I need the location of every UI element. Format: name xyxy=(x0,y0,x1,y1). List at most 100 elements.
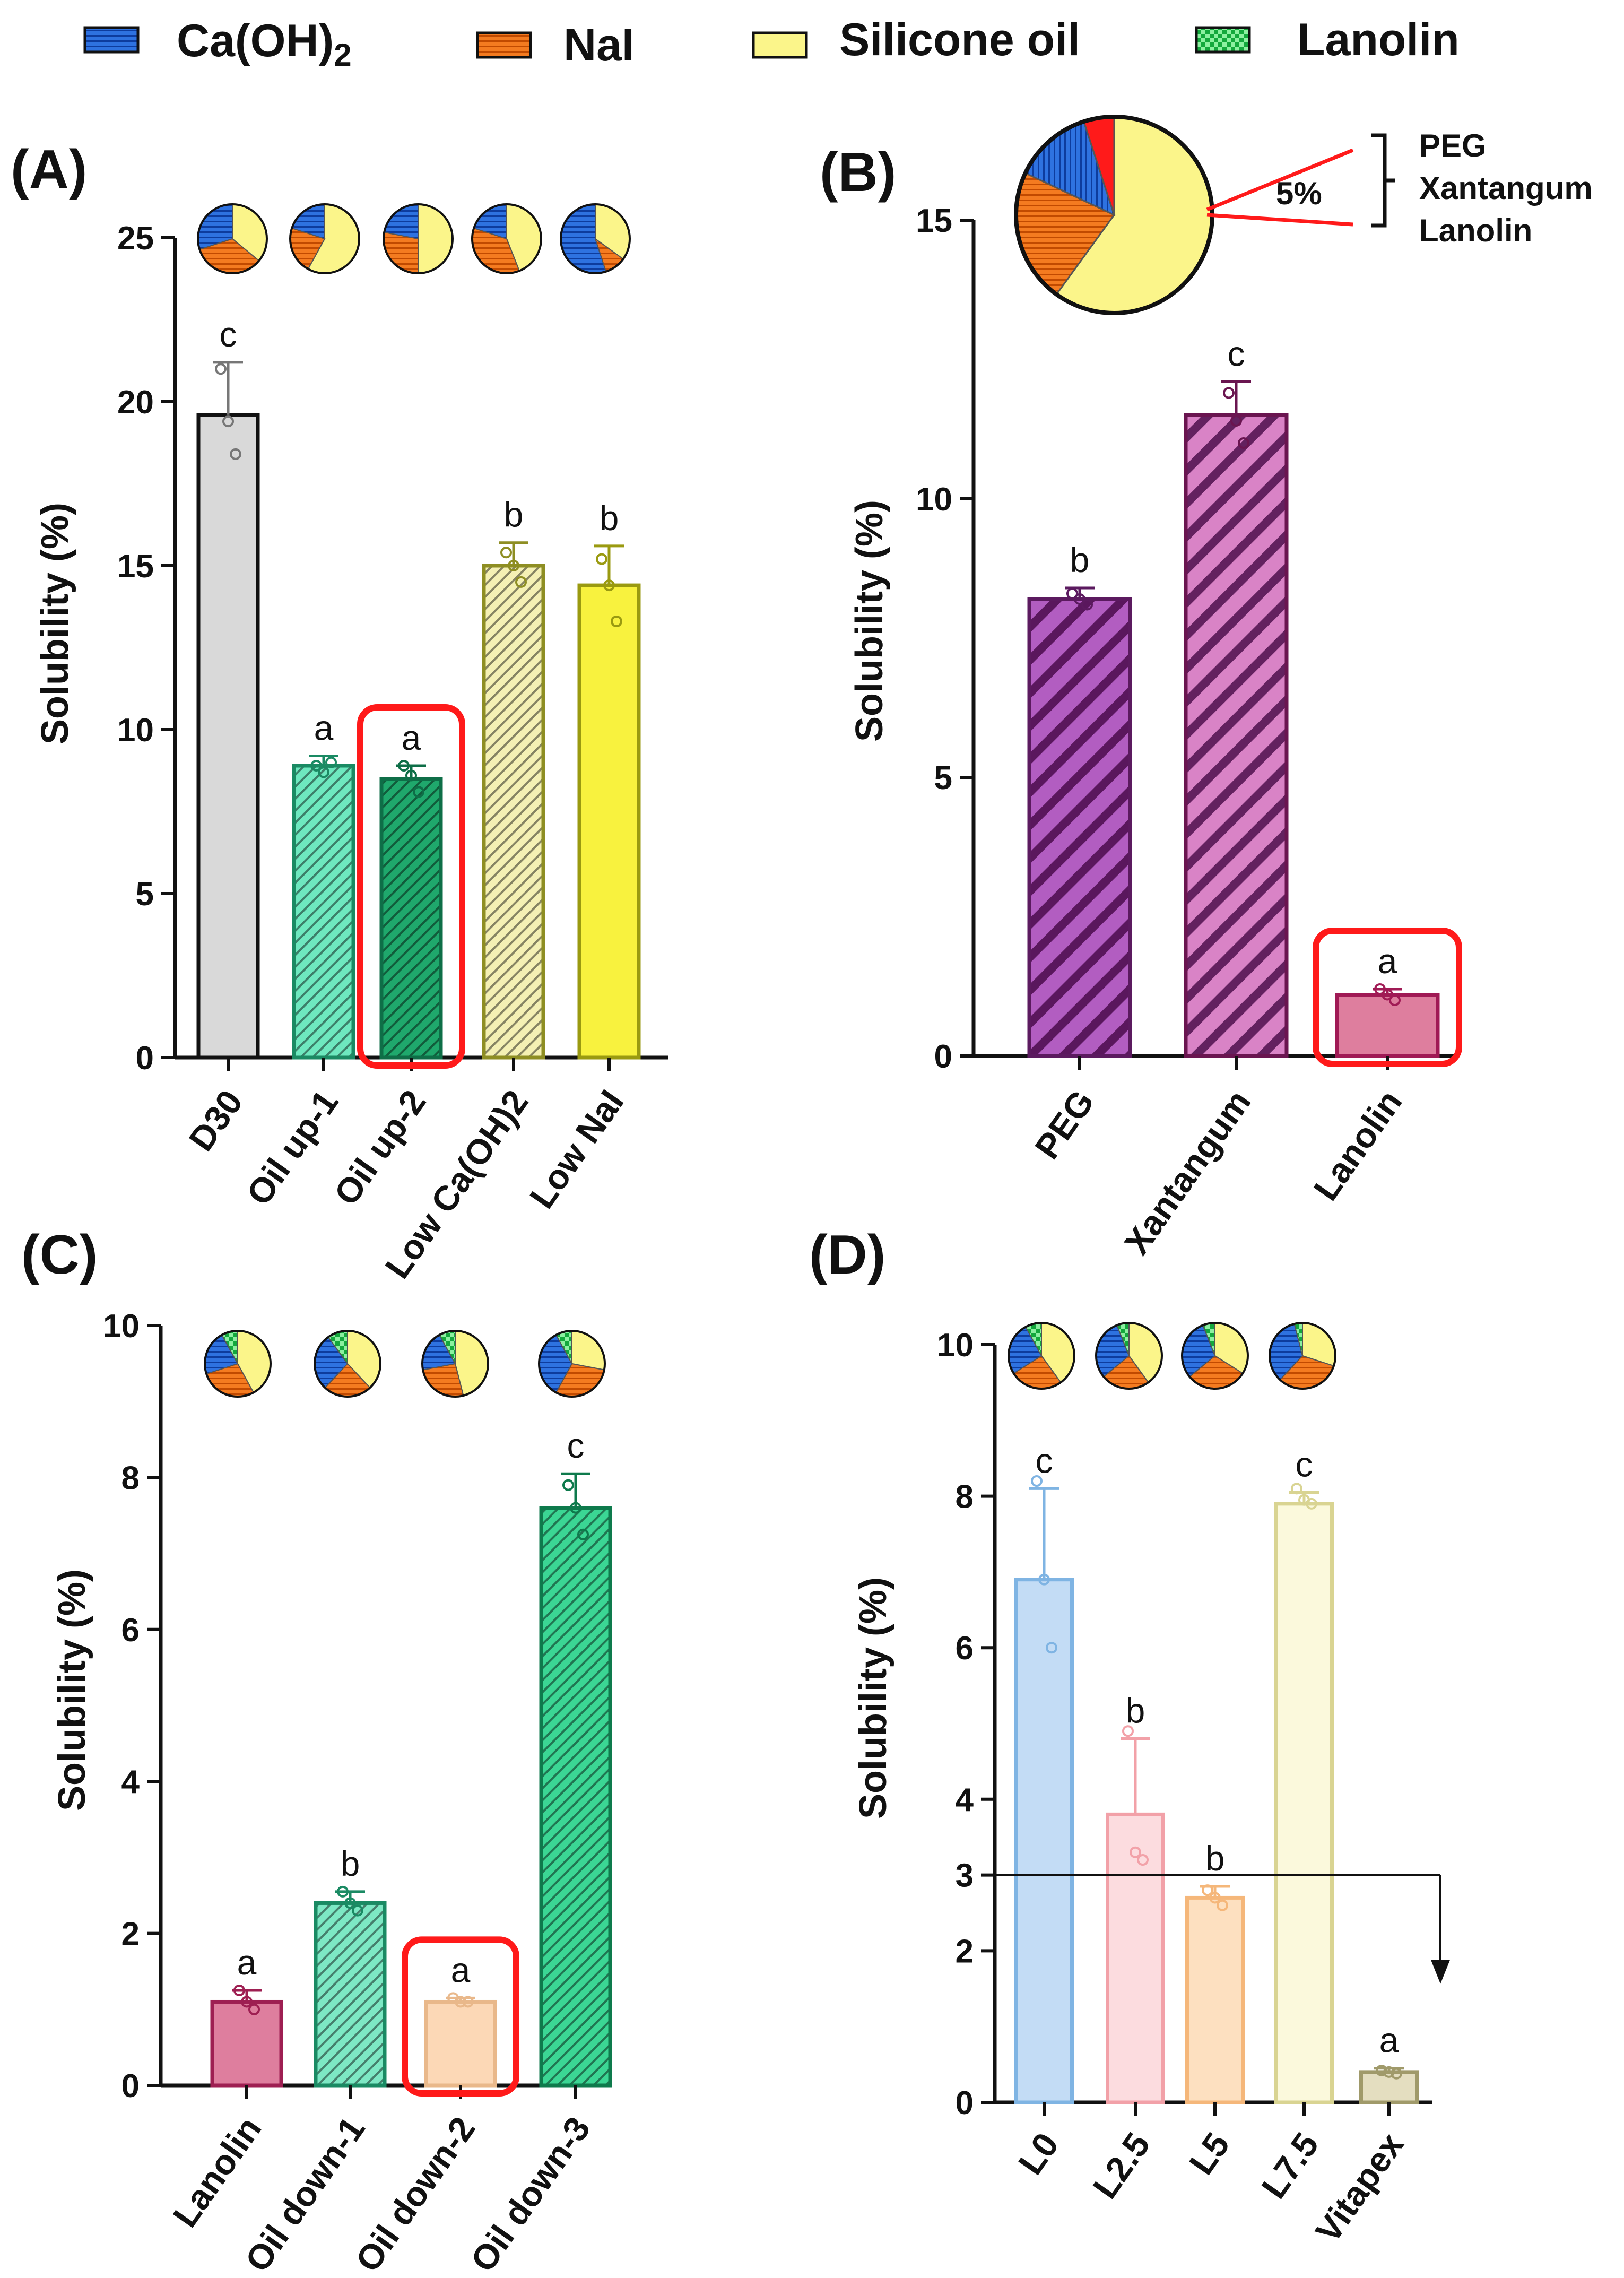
inset-pie-4-outline xyxy=(538,1330,606,1398)
category-label: Lanolin xyxy=(1306,1083,1409,1208)
significance-label: c xyxy=(220,315,237,354)
bracket-item-lanolin: Lanolin xyxy=(1419,213,1532,248)
bar-hatch-overlay xyxy=(314,1901,387,2088)
bracket-item-xantangum: Xantangum xyxy=(1419,170,1593,206)
y-tick-label: 8 xyxy=(121,1460,140,1496)
panel-label-a: (A) xyxy=(11,139,87,201)
data-point xyxy=(241,1996,253,2008)
legend-label-ca-oh2: Ca(OH)2 xyxy=(177,15,352,73)
y-tick-label: 0 xyxy=(121,2068,140,2104)
y-tick-label: 10 xyxy=(916,481,952,518)
panel-label-c: (C) xyxy=(21,1224,98,1286)
data-point xyxy=(352,1904,363,1917)
inset-pie-2-outline xyxy=(1095,1322,1163,1390)
bar-l2-5 xyxy=(1106,1812,1165,2104)
highlight-box xyxy=(402,1936,519,2097)
inset-pie-2 xyxy=(1095,1322,1163,1390)
y-tick-label: 20 xyxy=(117,384,154,421)
data-point xyxy=(1130,1846,1141,1858)
data-point xyxy=(1046,1642,1057,1654)
data-point xyxy=(318,766,329,778)
bar-lanolin xyxy=(210,1999,283,2088)
y-tick-label: 4 xyxy=(121,1764,140,1800)
y-axis-title-b: Solubility (%) xyxy=(848,500,891,742)
pie-percent-label: 5% xyxy=(1276,176,1322,211)
bar-hatch-overlay xyxy=(1027,597,1132,1058)
bar-hatch-overlay xyxy=(1184,413,1289,1058)
data-point xyxy=(1306,1497,1317,1510)
pie-callout-line-upper xyxy=(1206,148,1354,212)
significance-label: a xyxy=(314,708,334,747)
category-label: L5 xyxy=(1182,2126,1237,2182)
legend-item-nai: NaI xyxy=(476,20,635,71)
inset-pie-1 xyxy=(204,1330,272,1398)
significance-label: a xyxy=(237,1943,257,1982)
data-point xyxy=(515,576,527,588)
inset-pie-3-outline xyxy=(383,203,454,274)
inset-pie-1-outline xyxy=(204,1330,272,1398)
legend: Ca(OH)2 NaI Silicone oil Lanolin xyxy=(83,14,1460,73)
inset-pie-1 xyxy=(197,203,268,274)
bar-l0 xyxy=(1014,1578,1074,2104)
data-point xyxy=(562,1479,574,1491)
data-point xyxy=(233,1985,245,1996)
data-point xyxy=(215,363,227,375)
inset-pie-4-slice-silicone-oil xyxy=(571,1330,605,1371)
significance-label: b xyxy=(1070,540,1090,579)
inset-pie-1 xyxy=(1008,1322,1075,1390)
category-label: Low NaI xyxy=(522,1083,631,1216)
y-axis-title-a: Solubility (%) xyxy=(34,503,76,744)
inset-pie-3 xyxy=(1181,1322,1249,1390)
category-label: PEG xyxy=(1027,1083,1102,1166)
chart-panel-d: 0 2 3 4 6 8 10 c L0 b L2.5 b L5 c L7.5 a Vitapex xyxy=(937,1322,1450,2249)
bracket-icon xyxy=(1371,133,1395,228)
bar-oil-down-2 xyxy=(424,1999,497,2088)
significance-label: c xyxy=(1228,334,1245,374)
significance-label: b xyxy=(1126,1691,1145,1730)
inset-pie-1-outline xyxy=(1008,1322,1075,1390)
data-point xyxy=(325,756,337,768)
data-point xyxy=(500,547,512,559)
data-point xyxy=(577,1528,589,1540)
bar-hatch-overlay xyxy=(539,1506,612,2088)
y-tick-label: 3 xyxy=(956,1858,974,1894)
y-tick-label: 2 xyxy=(121,1916,140,1953)
data-point xyxy=(1074,593,1085,605)
data-point xyxy=(1038,1573,1050,1586)
data-point xyxy=(1376,2065,1387,2077)
bar-d30 xyxy=(196,413,260,1060)
pie-callout-line-lower xyxy=(1206,213,1353,227)
inset-pie-2 xyxy=(289,203,360,274)
inset-pie-4-outline xyxy=(471,203,542,274)
inset-pie-4 xyxy=(471,203,542,274)
y-axis-title-c: Solubility (%) xyxy=(51,1569,93,1811)
significance-label: c xyxy=(1296,1444,1313,1484)
bar-hatch-overlay xyxy=(292,764,355,1060)
y-tick-label: 15 xyxy=(916,203,952,239)
legend-label-lanolin: Lanolin xyxy=(1297,14,1460,65)
legend-label-silicone-oil: Silicone oil xyxy=(839,14,1080,65)
data-point xyxy=(1209,1892,1221,1904)
significance-label: c xyxy=(567,1426,585,1465)
y-tick-label: 10 xyxy=(103,1308,140,1345)
category-label: Oil up-2 xyxy=(326,1083,433,1212)
inset-pie-4 xyxy=(1269,1322,1336,1390)
data-point xyxy=(570,1502,581,1514)
category-label: Oil up-1 xyxy=(239,1083,346,1212)
legend-swatch-ca-oh2 xyxy=(83,26,140,54)
data-point xyxy=(1374,983,1386,995)
significance-label: b xyxy=(341,1844,360,1883)
data-point xyxy=(1081,599,1093,611)
bar-l5 xyxy=(1185,1895,1245,2104)
data-point xyxy=(405,769,417,782)
data-point xyxy=(603,579,615,592)
significance-label: a xyxy=(1378,941,1397,981)
panel-b-composition-pie xyxy=(1014,115,1214,315)
inset-pie-4 xyxy=(538,1330,606,1398)
data-point xyxy=(1383,2066,1395,2078)
arrow-down-icon xyxy=(1431,1960,1450,1984)
y-tick-label: 15 xyxy=(117,548,154,585)
reference-arrow xyxy=(995,1874,1450,1984)
data-point xyxy=(310,759,322,772)
